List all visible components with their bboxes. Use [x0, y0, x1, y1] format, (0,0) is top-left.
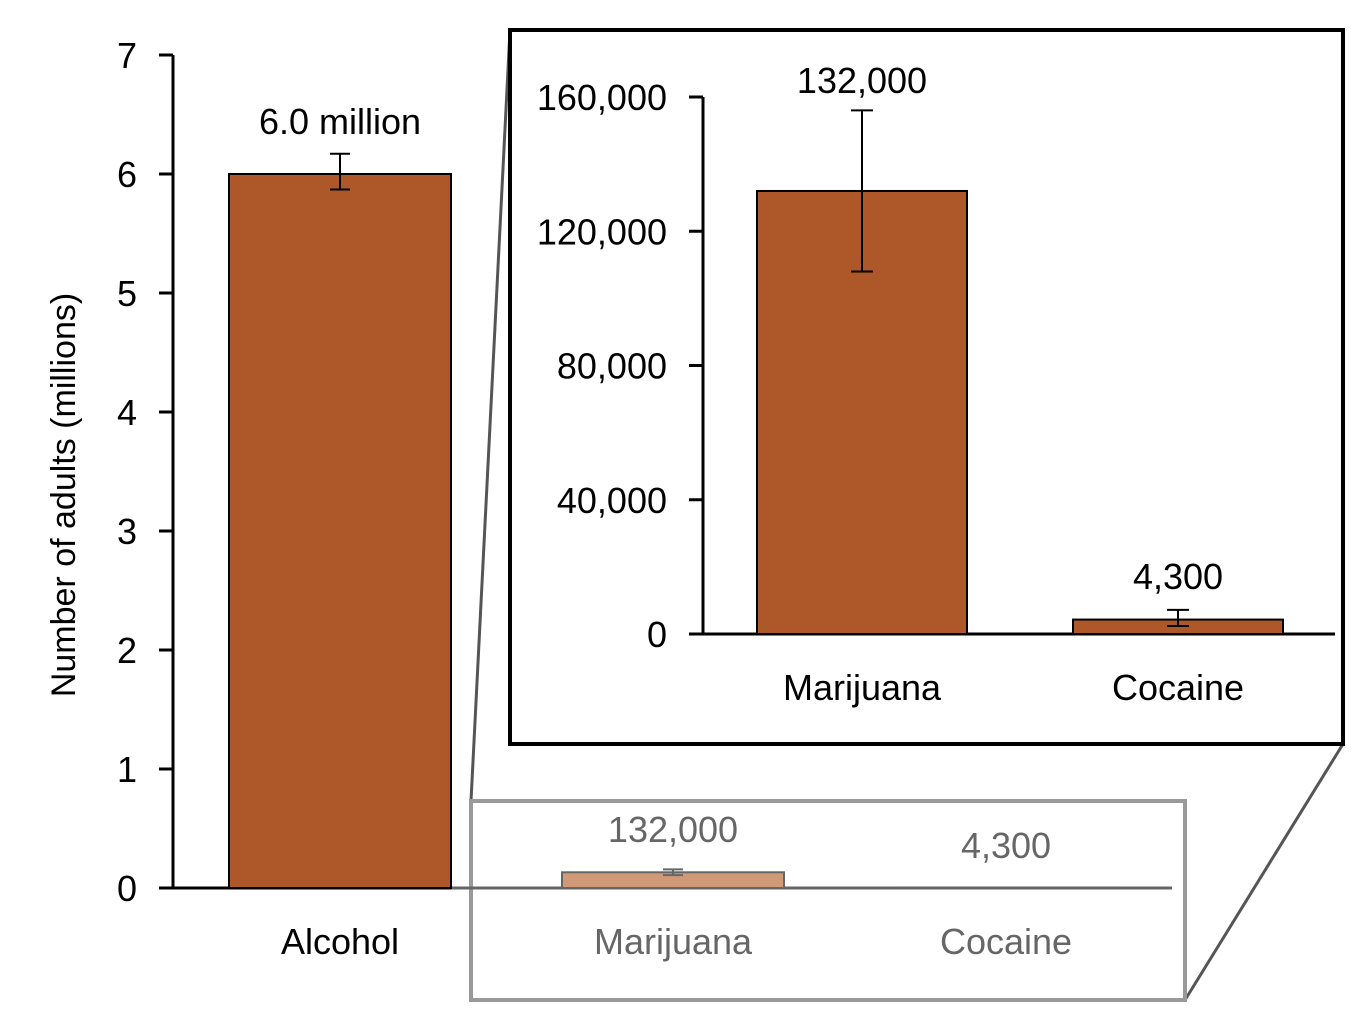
y-tick-label: 1 — [117, 749, 137, 790]
inset-x-tick-label: Marijuana — [783, 667, 942, 708]
inset-y-tick-label: 40,000 — [557, 480, 667, 521]
data-label: 132,000 — [608, 809, 738, 850]
inset-x-tick-label: Cocaine — [1112, 667, 1244, 708]
bar-cocaine — [894, 886, 1118, 889]
zoom-connector-line — [469, 29, 512, 802]
y-tick-label: 0 — [117, 868, 137, 909]
y-axis-label: Number of adults (millions) — [45, 293, 83, 697]
x-tick-label: Marijuana — [594, 921, 753, 962]
data-label: 4,300 — [961, 825, 1051, 866]
inset-y-tick-label: 160,000 — [537, 77, 667, 118]
y-tick-label: 7 — [117, 35, 137, 76]
bar-alcohol — [228, 173, 452, 889]
inset-data-label: 132,000 — [797, 60, 927, 101]
y-tick-label: 6 — [117, 154, 137, 195]
inset-y-tick-label: 0 — [647, 614, 667, 655]
y-tick-label: 2 — [117, 630, 137, 671]
main-chart: 0 1 2 3 4 5 6 7 6.0 million Alcohol 132,000 Marijua… — [117, 29, 1345, 1002]
y-tick-label: 5 — [117, 273, 137, 314]
y-tick-label: 4 — [117, 392, 137, 433]
inset-chart: 0 40,000 80,000 120,000 160,000 132,000 Mariju… — [508, 28, 1345, 746]
x-tick-label: Cocaine — [940, 921, 1072, 962]
zoom-region-box — [469, 799, 1187, 1002]
inset-y-tick-label: 80,000 — [557, 346, 667, 387]
y-tick-label: 3 — [117, 511, 137, 552]
inset-y-tick-label: 120,000 — [537, 211, 667, 252]
zoom-connector-line — [1183, 743, 1345, 1001]
x-tick-label: Alcohol — [281, 921, 399, 962]
inset-data-label: 4,300 — [1133, 556, 1223, 597]
data-label: 6.0 million — [259, 101, 421, 142]
